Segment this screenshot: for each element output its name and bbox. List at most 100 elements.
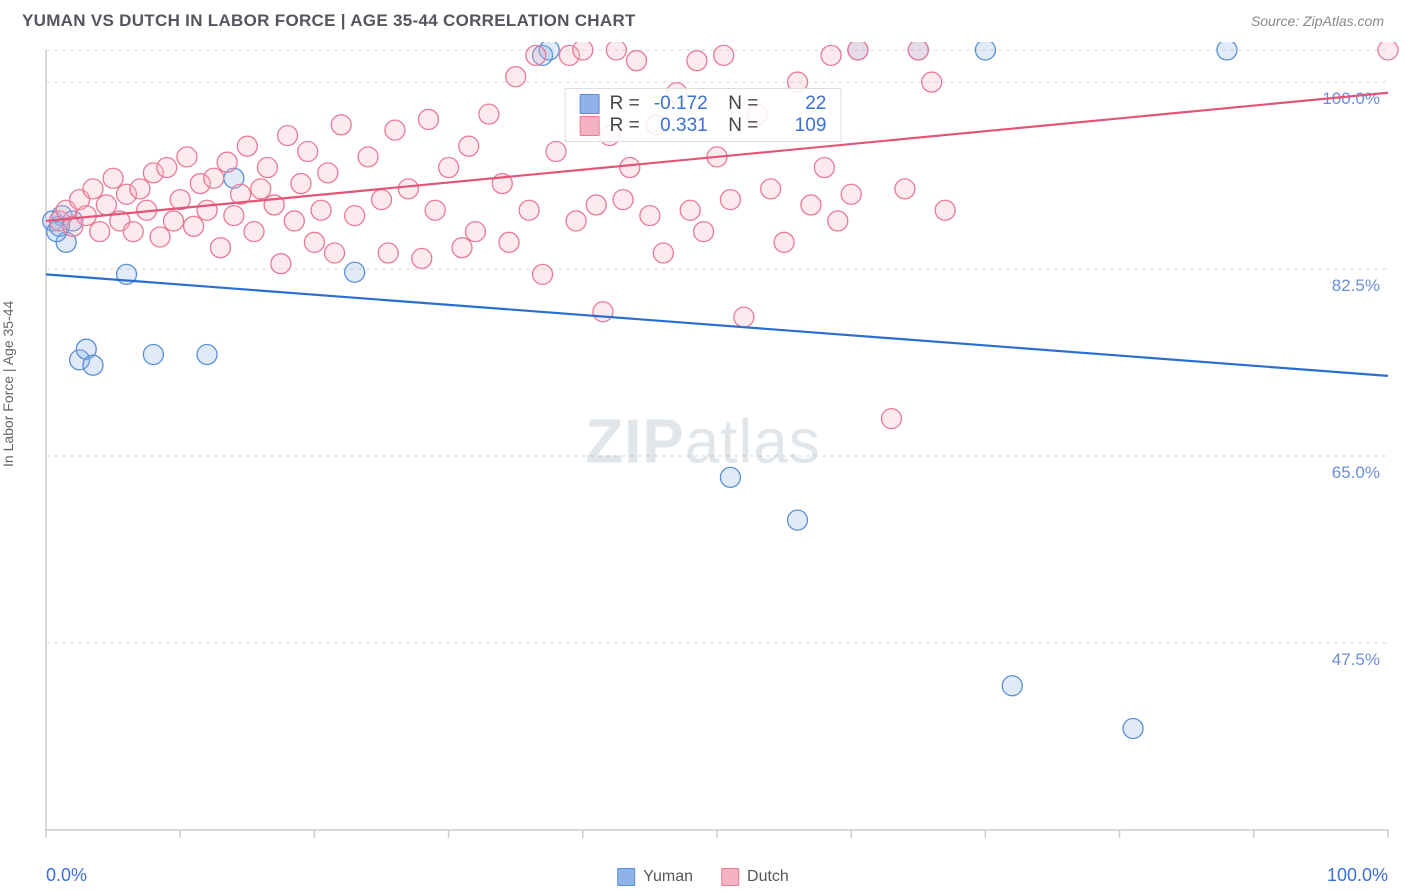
chart-container: In Labor Force | Age 35-44 47.5%65.0%82.…	[0, 42, 1406, 892]
data-point	[331, 115, 351, 135]
data-point	[801, 195, 821, 215]
data-point	[378, 243, 398, 263]
svg-text:65.0%: 65.0%	[1332, 463, 1380, 482]
data-point	[452, 238, 472, 258]
data-point	[163, 211, 183, 231]
data-point	[412, 248, 432, 268]
data-point	[224, 206, 244, 226]
x-axis-min-label: 0.0%	[46, 865, 87, 886]
data-point	[143, 345, 163, 365]
data-point	[761, 179, 781, 199]
data-point	[358, 147, 378, 167]
data-point	[150, 227, 170, 247]
data-point	[204, 168, 224, 188]
stats-row: R =0.331 N =109	[580, 115, 827, 137]
data-point	[83, 355, 103, 375]
legend: Yuman Dutch	[617, 868, 789, 886]
data-point	[197, 200, 217, 220]
data-point	[975, 42, 995, 60]
stats-r-value: 0.331	[650, 115, 708, 137]
data-point	[177, 147, 197, 167]
data-point	[935, 200, 955, 220]
data-point	[821, 45, 841, 65]
legend-swatch	[721, 868, 739, 886]
stats-n-label: N =	[718, 93, 759, 115]
data-point	[640, 206, 660, 226]
data-point	[418, 109, 438, 129]
stats-swatch	[580, 94, 600, 114]
data-point	[103, 168, 123, 188]
data-point	[694, 222, 714, 242]
data-point	[96, 195, 116, 215]
data-point	[345, 262, 365, 282]
data-point	[278, 125, 298, 145]
data-point	[1123, 718, 1143, 738]
data-point	[774, 232, 794, 252]
data-point	[720, 190, 740, 210]
data-point	[626, 51, 646, 71]
data-point	[325, 243, 345, 263]
data-point	[465, 222, 485, 242]
chart-source: Source: ZipAtlas.com	[1251, 13, 1384, 29]
data-point	[895, 179, 915, 199]
data-point	[848, 42, 868, 60]
correlation-chart: 47.5%65.0%82.5%100.0%	[0, 42, 1406, 892]
data-point	[479, 104, 499, 124]
legend-item: Yuman	[617, 868, 693, 886]
data-point	[841, 184, 861, 204]
svg-text:47.5%: 47.5%	[1332, 650, 1380, 669]
chart-title: YUMAN VS DUTCH IN LABOR FORCE | AGE 35-4…	[22, 11, 636, 31]
data-point	[620, 158, 640, 178]
data-point	[687, 51, 707, 71]
stats-r-label: R =	[610, 115, 640, 137]
legend-swatch	[617, 868, 635, 886]
data-point	[345, 206, 365, 226]
data-point	[533, 264, 553, 284]
data-point	[318, 163, 338, 183]
data-point	[210, 238, 230, 258]
regression-line	[46, 274, 1388, 376]
x-axis-max-label: 100.0%	[1327, 865, 1388, 886]
data-point	[653, 243, 673, 263]
data-point	[506, 67, 526, 87]
legend-label: Yuman	[643, 868, 693, 886]
stats-n-value: 22	[768, 93, 826, 115]
data-point	[1002, 676, 1022, 696]
data-point	[217, 152, 237, 172]
data-point	[237, 136, 257, 156]
data-point	[157, 158, 177, 178]
data-point	[586, 195, 606, 215]
data-point	[546, 142, 566, 162]
data-point	[680, 200, 700, 220]
stats-n-label: N =	[718, 115, 759, 137]
data-point	[734, 307, 754, 327]
data-point	[788, 510, 808, 530]
data-point	[311, 200, 331, 220]
data-point	[606, 42, 626, 60]
data-point	[814, 158, 834, 178]
stats-r-value: -0.172	[650, 93, 708, 115]
data-point	[123, 222, 143, 242]
stats-r-label: R =	[610, 93, 640, 115]
data-point	[304, 232, 324, 252]
data-point	[459, 136, 479, 156]
stats-row: R = -0.172 N = 22	[580, 93, 827, 115]
legend-label: Dutch	[747, 868, 789, 886]
data-point	[83, 179, 103, 199]
data-point	[90, 222, 110, 242]
data-point	[184, 216, 204, 236]
data-point	[1217, 42, 1237, 60]
data-point	[720, 467, 740, 487]
chart-header: YUMAN VS DUTCH IN LABOR FORCE | AGE 35-4…	[0, 0, 1406, 42]
data-point	[828, 211, 848, 231]
y-axis-title: In Labor Force | Age 35-44	[0, 301, 16, 467]
data-point	[130, 179, 150, 199]
data-point	[593, 302, 613, 322]
data-point	[439, 158, 459, 178]
data-point	[291, 174, 311, 194]
data-point	[908, 42, 928, 60]
data-point	[271, 254, 291, 274]
data-point	[613, 190, 633, 210]
stats-swatch	[580, 116, 600, 136]
data-point	[298, 142, 318, 162]
